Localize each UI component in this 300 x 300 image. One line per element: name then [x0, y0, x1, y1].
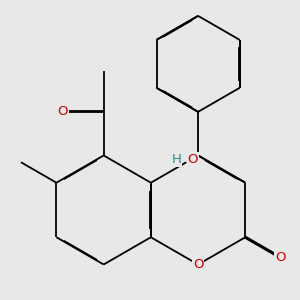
Text: O: O	[275, 251, 286, 264]
Text: O: O	[58, 105, 68, 118]
Text: H: H	[172, 153, 182, 166]
Text: O: O	[193, 258, 203, 271]
Text: O: O	[188, 153, 198, 166]
